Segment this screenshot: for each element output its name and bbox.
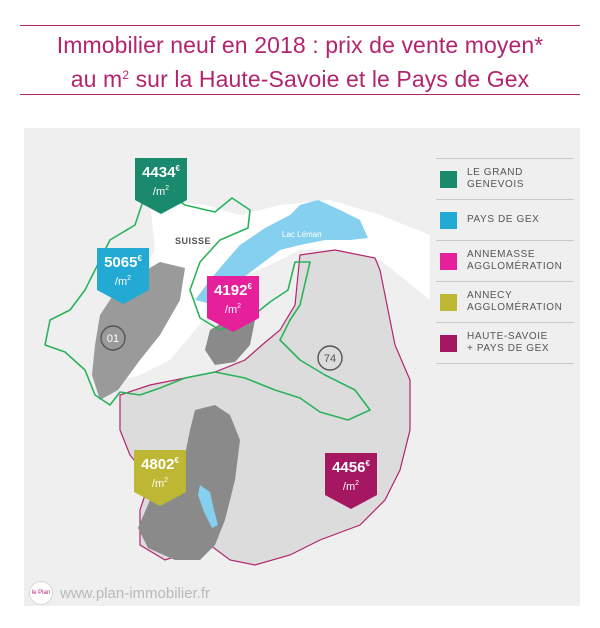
marker-pays-de-gex: 5065€ /m2 <box>97 248 149 304</box>
legend-swatch-grand-genevois <box>440 170 457 188</box>
svg-text:/m2: /m2 <box>153 185 169 198</box>
legend-item-grand-genevois: LE GRAND GENEVOIS <box>436 158 574 200</box>
svg-text:/m2: /m2 <box>152 477 168 490</box>
legend-item-pays-de-gex: PAYS DE GEX <box>436 200 574 241</box>
marker-annemasse-price: 4192 <box>214 282 247 299</box>
svg-text:4192€: 4192€ <box>214 282 252 299</box>
marker-pays-de-gex-currency: € <box>137 254 142 263</box>
marker-annecy: 4802€ /m2 <box>134 450 186 506</box>
svg-text:/m2: /m2 <box>225 303 241 316</box>
legend-swatch-haute-savoie <box>440 334 457 352</box>
legend: LE GRAND GENEVOIS PAYS DE GEX ANNEMASSE … <box>436 158 574 364</box>
marker-haute-savoie-price: 4456 <box>332 459 365 476</box>
legend-label-grand-genevois: LE GRAND GENEVOIS <box>467 167 525 190</box>
marker-grand-genevois-unit: /m <box>153 186 165 198</box>
marker-grand-genevois-unit-sup: 2 <box>165 185 169 192</box>
dept-01-label: 01 <box>107 333 119 345</box>
plan-immobilier-logo: le Plan <box>29 581 53 605</box>
legend-label-pays-de-gex: PAYS DE GEX <box>467 214 540 225</box>
marker-annecy-currency: € <box>174 456 179 465</box>
marker-annemasse-unit: /m <box>225 304 237 316</box>
svg-text:4802€: 4802€ <box>141 456 179 473</box>
title-line-2-suffix: sur la Haute-Savoie et le Pays de Gex <box>129 66 530 92</box>
dept-74-badge: 74 <box>317 345 343 371</box>
title-bottom-rule <box>20 94 580 95</box>
marker-annecy-unit: /m <box>152 478 164 490</box>
title-line-2-sup: 2 <box>122 68 130 82</box>
legend-label-annemasse: ANNEMASSE AGGLOMÉRATION <box>467 249 563 272</box>
dept-01-badge: 01 <box>100 325 126 351</box>
lake-annecy <box>198 485 218 528</box>
marker-haute-savoie-unit: /m <box>343 481 355 493</box>
svg-text:/m2: /m2 <box>343 480 359 493</box>
svg-text:/m2: /m2 <box>115 275 131 288</box>
marker-annemasse: 4192€ /m2 <box>207 276 259 332</box>
marker-annecy-price: 4802 <box>141 456 174 473</box>
legend-label-haute-savoie: HAUTE-SAVOIE + PAYS DE GEX <box>467 331 550 354</box>
marker-pays-de-gex-price: 5065 <box>104 254 137 271</box>
suisse-label: SUISSE <box>175 236 211 246</box>
legend-item-annemasse: ANNEMASSE AGGLOMÉRATION <box>436 241 574 282</box>
footer-url[interactable]: www.plan-immobilier.fr <box>60 585 211 602</box>
marker-annemasse-currency: € <box>247 282 252 291</box>
legend-label-annecy: ANNECY AGGLOMÉRATION <box>467 290 563 313</box>
title-line-2: au m2 sur la Haute-Savoie et le Pays de … <box>0 60 600 94</box>
legend-swatch-pays-de-gex <box>440 211 457 229</box>
legend-item-annecy: ANNECY AGGLOMÉRATION <box>436 282 574 323</box>
marker-pays-de-gex-unit-sup: 2 <box>127 275 131 282</box>
title-top-rule <box>20 25 580 26</box>
svg-text:4456€: 4456€ <box>332 459 370 476</box>
title-line-1: Immobilier neuf en 2018 : prix de vente … <box>56 32 544 58</box>
marker-annemasse-unit-sup: 2 <box>237 303 241 310</box>
marker-haute-savoie-unit-sup: 2 <box>355 480 359 487</box>
legend-item-haute-savoie: HAUTE-SAVOIE + PAYS DE GEX <box>436 323 574 364</box>
marker-pays-de-gex-unit: /m <box>115 276 127 288</box>
lac-leman-label: Lac Léman <box>282 230 322 239</box>
marker-grand-genevois: 4434€ /m2 <box>135 158 187 214</box>
svg-text:4434€: 4434€ <box>142 164 180 181</box>
legend-swatch-annemasse <box>440 252 457 270</box>
legend-swatch-annecy <box>440 293 457 311</box>
marker-grand-genevois-currency: € <box>175 164 180 173</box>
svg-text:5065€: 5065€ <box>104 254 142 271</box>
marker-haute-savoie-currency: € <box>365 459 370 468</box>
page-title: Immobilier neuf en 2018 : prix de vente … <box>0 30 600 94</box>
marker-annecy-unit-sup: 2 <box>164 477 168 484</box>
suisse-area <box>110 200 430 380</box>
annemasse-area <box>205 315 255 365</box>
dept-74-label: 74 <box>324 353 336 365</box>
grand-genevois-border <box>44 179 371 421</box>
marker-grand-genevois-price: 4434 <box>142 164 176 181</box>
title-line-2-prefix: au m <box>70 66 123 92</box>
marker-haute-savoie: 4456€ /m2 <box>325 453 377 509</box>
